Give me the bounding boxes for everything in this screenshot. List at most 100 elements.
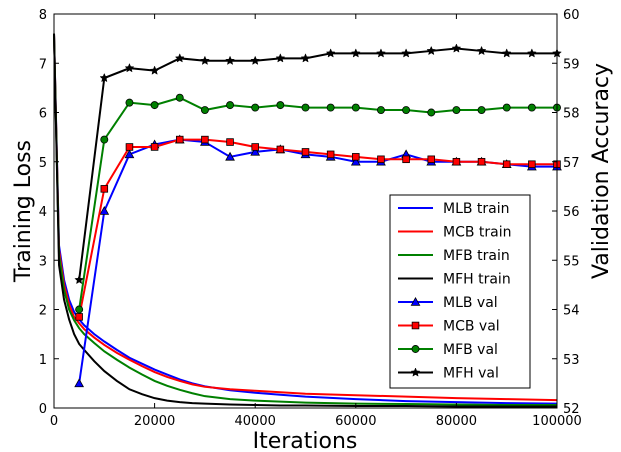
circle-marker bbox=[411, 345, 420, 353]
legend-label-mlb-train: MLB train bbox=[443, 201, 510, 217]
circle-marker bbox=[75, 305, 84, 314]
mlb-train-line bbox=[53, 33, 558, 405]
circle-marker bbox=[351, 103, 360, 112]
y-right-tick-label: 59 bbox=[563, 57, 580, 72]
circle-marker bbox=[100, 135, 109, 144]
y-right-tick-label: 53 bbox=[563, 353, 580, 368]
star-marker bbox=[451, 43, 462, 53]
triangle-marker bbox=[74, 378, 85, 388]
y-right-tick-label: 58 bbox=[563, 107, 580, 122]
square-marker bbox=[427, 155, 436, 164]
circle-marker bbox=[125, 98, 134, 107]
y-left-tick-label: 8 bbox=[39, 8, 47, 23]
triangle-marker bbox=[350, 156, 361, 166]
triangle-marker bbox=[225, 151, 235, 161]
square-marker bbox=[411, 321, 420, 330]
legend-label-mfh-val: MFH val bbox=[443, 366, 499, 382]
y-left-tick-label: 6 bbox=[39, 107, 47, 122]
y-left-tick-label: 3 bbox=[39, 254, 47, 269]
square-marker bbox=[502, 160, 511, 168]
x-axis-title: Iterations bbox=[253, 429, 358, 452]
circle-marker bbox=[452, 106, 461, 115]
circle-marker bbox=[326, 103, 335, 112]
star-marker bbox=[410, 367, 421, 377]
y-right-tick-label: 55 bbox=[563, 254, 580, 269]
mcb-train-line bbox=[53, 33, 558, 402]
circle-marker bbox=[251, 103, 260, 112]
star-marker bbox=[275, 53, 286, 63]
legend-box bbox=[389, 194, 531, 389]
legend-label-mcb-train: MCB train bbox=[443, 225, 512, 241]
x-tick-label: 0 bbox=[50, 414, 58, 429]
y-left-tick-label: 4 bbox=[39, 205, 47, 220]
square-marker bbox=[301, 148, 310, 156]
square-marker bbox=[201, 135, 209, 144]
square-marker bbox=[251, 143, 259, 151]
mcb-val-line bbox=[78, 138, 557, 318]
star-marker bbox=[250, 55, 261, 65]
circle-marker bbox=[527, 103, 536, 112]
square-marker bbox=[352, 153, 360, 161]
y-left-axis-title: Training Loss bbox=[11, 140, 36, 283]
square-marker bbox=[226, 138, 234, 146]
x-tick-label: 60000 bbox=[335, 414, 376, 429]
y-right-tick-label: 57 bbox=[563, 156, 580, 171]
circle-marker bbox=[427, 108, 436, 117]
y-right-tick-label: 56 bbox=[563, 205, 580, 220]
legend-label-mfh-train: MFH train bbox=[443, 272, 511, 288]
star-marker bbox=[174, 53, 185, 63]
x-tick-label: 20000 bbox=[134, 414, 175, 429]
y-left-ticks: 0 1 2 3 4 5 6 7 8 bbox=[39, 8, 59, 417]
square-marker bbox=[477, 157, 486, 166]
y-right-axis-title: Validation Accuracy bbox=[589, 63, 614, 279]
triangle-marker bbox=[99, 205, 110, 215]
circle-marker bbox=[301, 103, 310, 112]
square-marker bbox=[528, 160, 536, 168]
star-marker bbox=[99, 72, 110, 83]
legend-label-mlb-val: MLB val bbox=[443, 295, 498, 311]
square-marker bbox=[276, 145, 285, 154]
y-right-tick-label: 54 bbox=[563, 304, 580, 319]
x-tick-label: 40000 bbox=[235, 414, 276, 429]
square-marker bbox=[402, 155, 410, 164]
mfb-val-line bbox=[78, 96, 557, 310]
star-marker bbox=[149, 65, 160, 75]
x-tick-label: 100000 bbox=[532, 414, 582, 429]
triangle-marker bbox=[410, 296, 421, 306]
star-marker bbox=[526, 48, 537, 58]
star-marker bbox=[74, 274, 85, 285]
star-marker bbox=[376, 48, 386, 58]
star-marker bbox=[300, 53, 311, 63]
mfh-train-line bbox=[53, 33, 557, 408]
square-marker bbox=[452, 157, 461, 166]
triangle-marker bbox=[250, 146, 261, 156]
square-marker bbox=[150, 143, 159, 151]
square-marker bbox=[75, 313, 83, 321]
y-right-tick-label: 60 bbox=[563, 8, 580, 23]
y-left-tick-label: 0 bbox=[39, 402, 47, 417]
square-marker bbox=[175, 135, 184, 144]
legend-label-mcb-val: MCB val bbox=[443, 319, 500, 335]
mfb-train-line bbox=[53, 33, 557, 407]
y-left-tick-label: 1 bbox=[39, 353, 47, 368]
square-marker bbox=[100, 185, 109, 193]
star-marker bbox=[426, 45, 437, 56]
star-marker bbox=[501, 48, 512, 58]
y-left-tick-label: 5 bbox=[39, 156, 47, 171]
circle-marker bbox=[150, 101, 159, 110]
circle-marker bbox=[502, 103, 511, 112]
circle-marker bbox=[477, 106, 486, 115]
legend-label-mfb-val: MFB val bbox=[443, 342, 498, 358]
circle-marker bbox=[376, 106, 385, 115]
y-left-tick-label: 2 bbox=[39, 304, 47, 319]
circle-marker bbox=[276, 101, 285, 110]
y-right-tick-label: 52 bbox=[563, 402, 580, 417]
star-marker bbox=[124, 63, 135, 73]
square-marker bbox=[125, 143, 134, 151]
circle-marker bbox=[402, 106, 411, 115]
y-left-tick-label: 7 bbox=[39, 57, 47, 72]
star-marker bbox=[401, 48, 411, 58]
legend: MLB train MCB train MFB train MFH train MLB … bbox=[389, 194, 531, 389]
star-marker bbox=[225, 55, 235, 65]
